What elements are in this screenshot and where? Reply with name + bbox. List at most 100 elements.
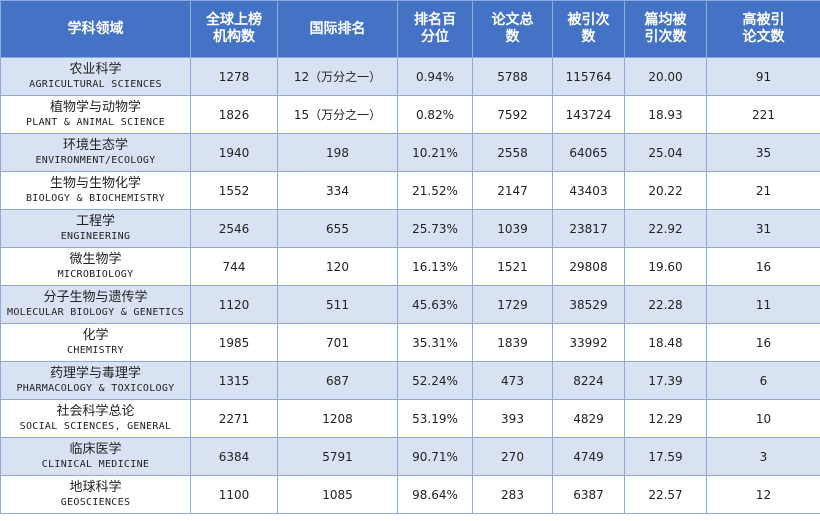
table-row: 地球科学 GEOSCIENCES 1100 1085 98.64% 283 6387 22.5…: [0, 475, 820, 514]
papers-cell: 473: [472, 361, 553, 400]
subject-name-en: ENVIRONMENT/ECOLOGY: [35, 154, 156, 166]
table-row: 微生物学 MICROBIOLOGY 744 120 16.13% 1521 29808 19.…: [0, 247, 820, 286]
rank-cell: 12（万分之一）: [277, 57, 398, 96]
papers-cell: 1839: [472, 323, 553, 362]
papers-cell: 7592: [472, 95, 553, 134]
rank-cell: 15（万分之一）: [277, 95, 398, 134]
subject-name-en: MICROBIOLOGY: [57, 268, 134, 280]
institutions-cell: 2271: [190, 399, 278, 438]
institutions-cell: 1278: [190, 57, 278, 96]
citations-cell: 4749: [552, 437, 625, 476]
highly-cited-cell: 12: [706, 475, 820, 514]
avg-citations-cell: 17.59: [624, 437, 707, 476]
subject-name-en: GEOSCIENCES: [60, 496, 131, 508]
subject-name-en: CHEMISTRY: [67, 344, 124, 356]
subject-name-cn: 药理学与毒理学: [49, 365, 141, 381]
highly-cited-cell: 31: [706, 209, 820, 248]
rank-cell: 198: [277, 133, 398, 172]
citations-cell: 115764: [552, 57, 625, 96]
papers-cell: 5788: [472, 57, 553, 96]
table-header-row: 学科领域 全球上榜 机构数 国际排名 排名百 分位 论文总数被引次数篇均被 引次数 高被引 论文数: [0, 0, 820, 58]
header-subject: 学科领域: [0, 0, 191, 58]
citations-cell: 33992: [552, 323, 625, 362]
citations-cell: 64065: [552, 133, 625, 172]
subject-cell: 生物与生物化学 BIOLOGY & BIOCHEMISTRY: [0, 171, 191, 210]
table-body: 农业科学 AGRICULTURAL SCIENCES 1278 12（万分之一） 0.9…: [0, 57, 820, 514]
subject-name-en: CLINICAL MEDICINE: [41, 458, 150, 470]
percentile-cell: 98.64%: [397, 475, 473, 514]
percentile-cell: 25.73%: [397, 209, 473, 248]
subject-cell: 地球科学 GEOSCIENCES: [0, 475, 191, 514]
papers-cell: 1039: [472, 209, 553, 248]
papers-cell: 2147: [472, 171, 553, 210]
institutions-cell: 6384: [190, 437, 278, 476]
subject-name-en: MOLECULAR BIOLOGY & GENETICS: [7, 306, 184, 318]
header-percentile: 排名百 分位: [397, 0, 473, 58]
percentile-cell: 0.82%: [397, 95, 473, 134]
percentile-cell: 53.19%: [397, 399, 473, 438]
subject-name-cn: 农业科学: [69, 61, 122, 77]
institutions-cell: 1315: [190, 361, 278, 400]
citations-cell: 8224: [552, 361, 625, 400]
highly-cited-cell: 3: [706, 437, 820, 476]
subject-name-cn: 社会科学总论: [56, 403, 135, 419]
avg-citations-cell: 17.39: [624, 361, 707, 400]
highly-cited-cell: 16: [706, 247, 820, 286]
subject-name-cn: 化学: [82, 327, 109, 343]
table-row: 环境生态学 ENVIRONMENT/ECOLOGY 1940 198 10.21% 255…: [0, 133, 820, 172]
citations-cell: 143724: [552, 95, 625, 134]
highly-cited-cell: 35: [706, 133, 820, 172]
citations-cell: 6387: [552, 475, 625, 514]
avg-citations-cell: 20.00: [624, 57, 707, 96]
subject-cell: 植物学与动物学 PLANT & ANIMAL SCIENCE: [0, 95, 191, 134]
subject-name-en: PLANT & ANIMAL SCIENCE: [25, 116, 166, 128]
subject-name-en: SOCIAL SCIENCES, GENERAL: [19, 420, 172, 432]
subject-name-cn: 工程学: [75, 213, 115, 229]
rank-cell: 701: [277, 323, 398, 362]
avg-citations-cell: 19.60: [624, 247, 707, 286]
institutions-cell: 744: [190, 247, 278, 286]
avg-citations-cell: 22.57: [624, 475, 707, 514]
subject-name-en: BIOLOGY & BIOCHEMISTRY: [25, 192, 166, 204]
percentile-cell: 0.94%: [397, 57, 473, 96]
highly-cited-cell: 10: [706, 399, 820, 438]
subject-name-cn: 环境生态学: [62, 137, 128, 153]
institutions-cell: 1552: [190, 171, 278, 210]
subject-name-cn: 生物与生物化学: [49, 175, 141, 191]
citations-cell: 38529: [552, 285, 625, 324]
highly-cited-cell: 91: [706, 57, 820, 96]
rank-cell: 334: [277, 171, 398, 210]
subject-name-cn: 临床医学: [69, 441, 122, 457]
citations-cell: 4829: [552, 399, 625, 438]
table-row: 化学 CHEMISTRY 1985 701 35.31% 1839 33992 18.48 16: [0, 323, 820, 362]
highly-cited-cell: 16: [706, 323, 820, 362]
subject-cell: 临床医学 CLINICAL MEDICINE: [0, 437, 191, 476]
papers-cell: 393: [472, 399, 553, 438]
highly-cited-cell: 6: [706, 361, 820, 400]
subject-cell: 工程学 ENGINEERING: [0, 209, 191, 248]
subject-name-en: PHARMACOLOGY & TOXICOLOGY: [16, 382, 175, 394]
citations-cell: 43403: [552, 171, 625, 210]
subject-name-en: AGRICULTURAL SCIENCES: [29, 78, 162, 90]
avg-citations-cell: 18.93: [624, 95, 707, 134]
table-row: 工程学 ENGINEERING 2546 655 25.73% 1039 23817 22.9…: [0, 209, 820, 248]
header-institutions: 全球上榜 机构数: [190, 0, 278, 58]
institutions-cell: 1120: [190, 285, 278, 324]
citations-cell: 23817: [552, 209, 625, 248]
subject-name-cn: 植物学与动物学: [49, 99, 141, 115]
papers-cell: 270: [472, 437, 553, 476]
subject-name-cn: 地球科学: [69, 479, 122, 495]
header-citations: 被引次数: [552, 0, 625, 58]
subject-cell: 药理学与毒理学 PHARMACOLOGY & TOXICOLOGY: [0, 361, 191, 400]
subject-cell: 分子生物与遗传学 MOLECULAR BIOLOGY & GENETICS: [0, 285, 191, 324]
rank-cell: 1085: [277, 475, 398, 514]
subject-cell: 微生物学 MICROBIOLOGY: [0, 247, 191, 286]
subject-name-en: ENGINEERING: [60, 230, 131, 242]
papers-cell: 2558: [472, 133, 553, 172]
citations-cell: 29808: [552, 247, 625, 286]
avg-citations-cell: 12.29: [624, 399, 707, 438]
rank-cell: 511: [277, 285, 398, 324]
percentile-cell: 45.63%: [397, 285, 473, 324]
institutions-cell: 2546: [190, 209, 278, 248]
